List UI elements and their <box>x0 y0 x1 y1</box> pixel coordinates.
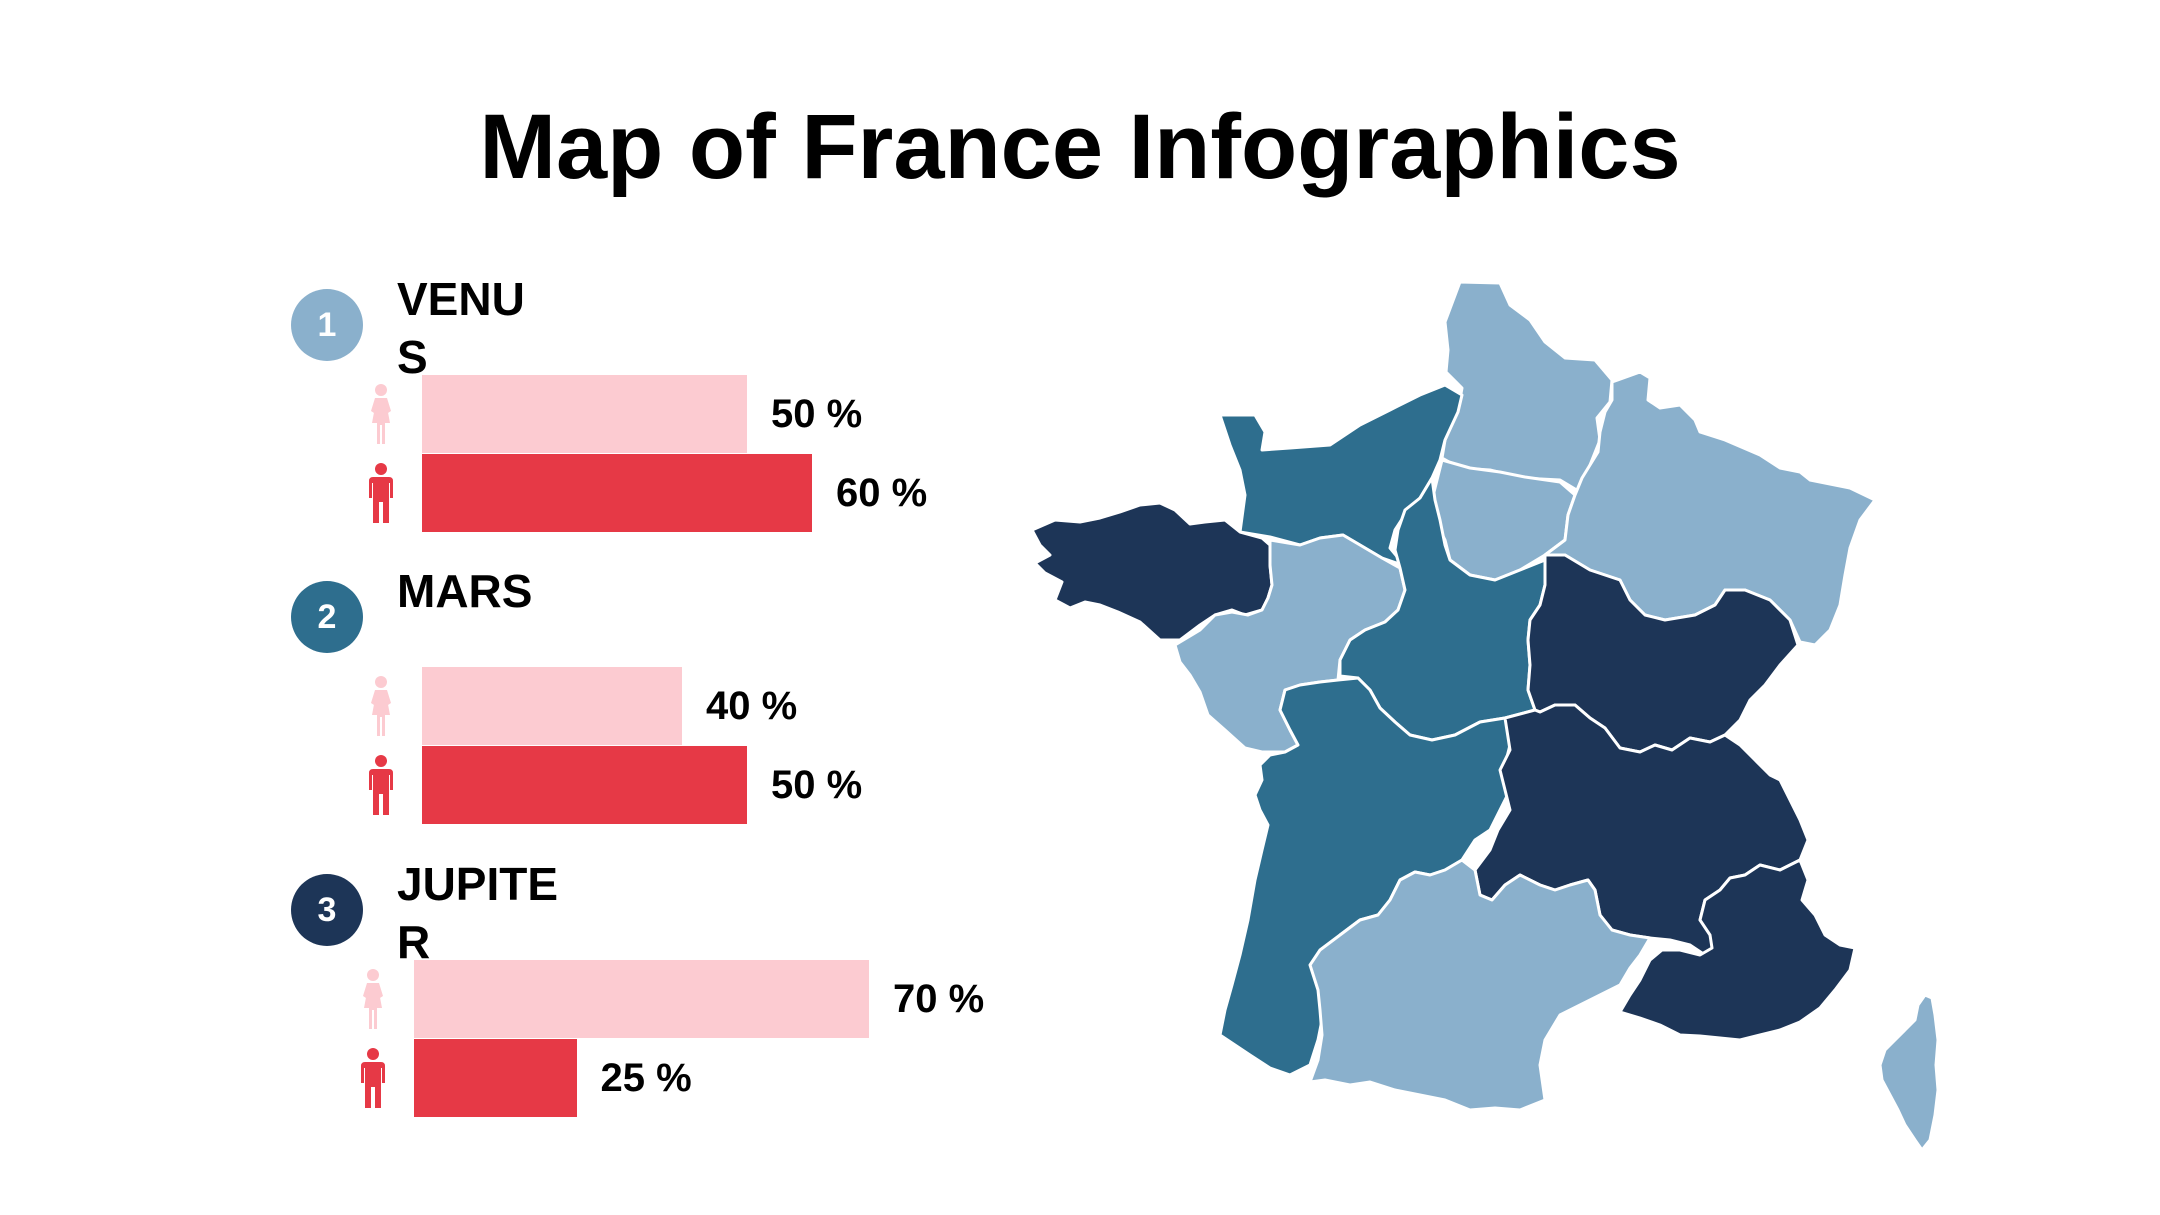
region-hauts-de-france <box>1440 280 1614 494</box>
female-bar <box>422 667 682 745</box>
female-percent-label: 50 % <box>771 392 863 436</box>
male-bar <box>422 454 812 532</box>
male-icon <box>358 1047 388 1114</box>
female-bar <box>422 375 747 453</box>
region-occitanie <box>1308 858 1652 1112</box>
male-icon <box>366 754 396 821</box>
group-number-badge: 2 <box>291 581 363 653</box>
male-percent-label: 25 % <box>600 1056 692 1100</box>
female-percent-label: 70 % <box>893 977 985 1021</box>
male-percent-label: 60 % <box>836 471 928 515</box>
group-number-badge: 3 <box>291 874 363 946</box>
group-label: JUPITER <box>397 858 559 968</box>
chart-group-jupiter: 3 JUPITER 70 % 25 % <box>0 855 1000 1135</box>
female-icon <box>366 675 396 742</box>
female-icon <box>358 968 388 1035</box>
group-label: MARS <box>397 565 533 617</box>
region-provence-alpes-cote-dazur <box>1618 858 1857 1042</box>
male-percent-label: 50 % <box>771 763 863 807</box>
chart-group-mars: 2 MARS 40 % 50 % <box>0 562 1000 842</box>
page-title: Map of France Infographics <box>479 96 1681 198</box>
female-bar <box>414 960 869 1038</box>
chart-group-venus: 1 VENUS 50 % 60 % <box>0 270 1000 550</box>
group-label: VENUS <box>397 273 525 383</box>
male-bar <box>422 746 747 824</box>
male-icon <box>366 462 396 529</box>
female-percent-label: 40 % <box>706 684 798 728</box>
female-icon <box>366 383 396 450</box>
region-corse <box>1878 993 1940 1152</box>
male-bar <box>414 1039 577 1117</box>
group-number-badge: 1 <box>291 289 363 361</box>
